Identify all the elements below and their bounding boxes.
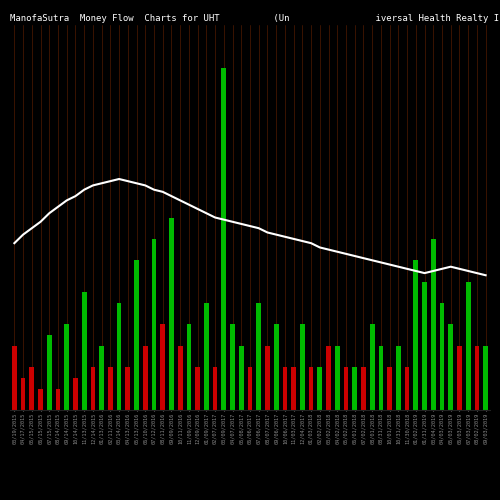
Bar xyxy=(274,324,278,410)
Bar xyxy=(326,346,331,410)
Bar xyxy=(448,324,453,410)
Bar xyxy=(308,367,314,410)
Bar xyxy=(186,324,192,410)
Bar xyxy=(387,367,392,410)
Bar xyxy=(291,367,296,410)
Bar xyxy=(440,303,444,410)
Bar xyxy=(82,292,86,410)
Bar xyxy=(195,367,200,410)
Bar xyxy=(212,367,218,410)
Bar xyxy=(378,346,384,410)
Bar xyxy=(344,367,348,410)
Bar xyxy=(239,346,244,410)
Bar xyxy=(414,260,418,410)
Bar xyxy=(204,303,209,410)
Bar xyxy=(422,282,427,410)
Bar xyxy=(73,378,78,410)
Bar xyxy=(256,303,261,410)
Bar xyxy=(404,367,409,410)
Bar xyxy=(370,324,374,410)
Bar xyxy=(143,346,148,410)
Bar xyxy=(30,367,34,410)
Bar xyxy=(300,324,305,410)
Bar xyxy=(108,367,113,410)
Bar xyxy=(396,346,401,410)
Bar xyxy=(12,346,17,410)
Bar xyxy=(90,367,96,410)
Bar xyxy=(64,324,69,410)
Text: ManofaSutra  Money Flow  Charts for UHT          (Un                iversal Heal: ManofaSutra Money Flow Charts for UHT (U… xyxy=(10,14,500,23)
Bar xyxy=(56,388,60,410)
Bar xyxy=(99,346,104,410)
Bar xyxy=(47,335,52,410)
Bar xyxy=(230,324,235,410)
Bar xyxy=(335,346,340,410)
Bar xyxy=(126,367,130,410)
Bar xyxy=(160,324,165,410)
Bar xyxy=(483,346,488,410)
Bar xyxy=(20,378,25,410)
Bar xyxy=(248,367,252,410)
Bar xyxy=(265,346,270,410)
Bar xyxy=(134,260,139,410)
Bar xyxy=(222,68,226,410)
Bar xyxy=(474,346,480,410)
Bar xyxy=(466,282,470,410)
Bar xyxy=(352,367,357,410)
Bar xyxy=(178,346,182,410)
Bar xyxy=(116,303,121,410)
Bar xyxy=(152,239,156,410)
Bar xyxy=(282,367,288,410)
Bar xyxy=(169,218,174,410)
Bar xyxy=(38,388,43,410)
Bar xyxy=(318,367,322,410)
Bar xyxy=(361,367,366,410)
Bar xyxy=(431,239,436,410)
Bar xyxy=(457,346,462,410)
